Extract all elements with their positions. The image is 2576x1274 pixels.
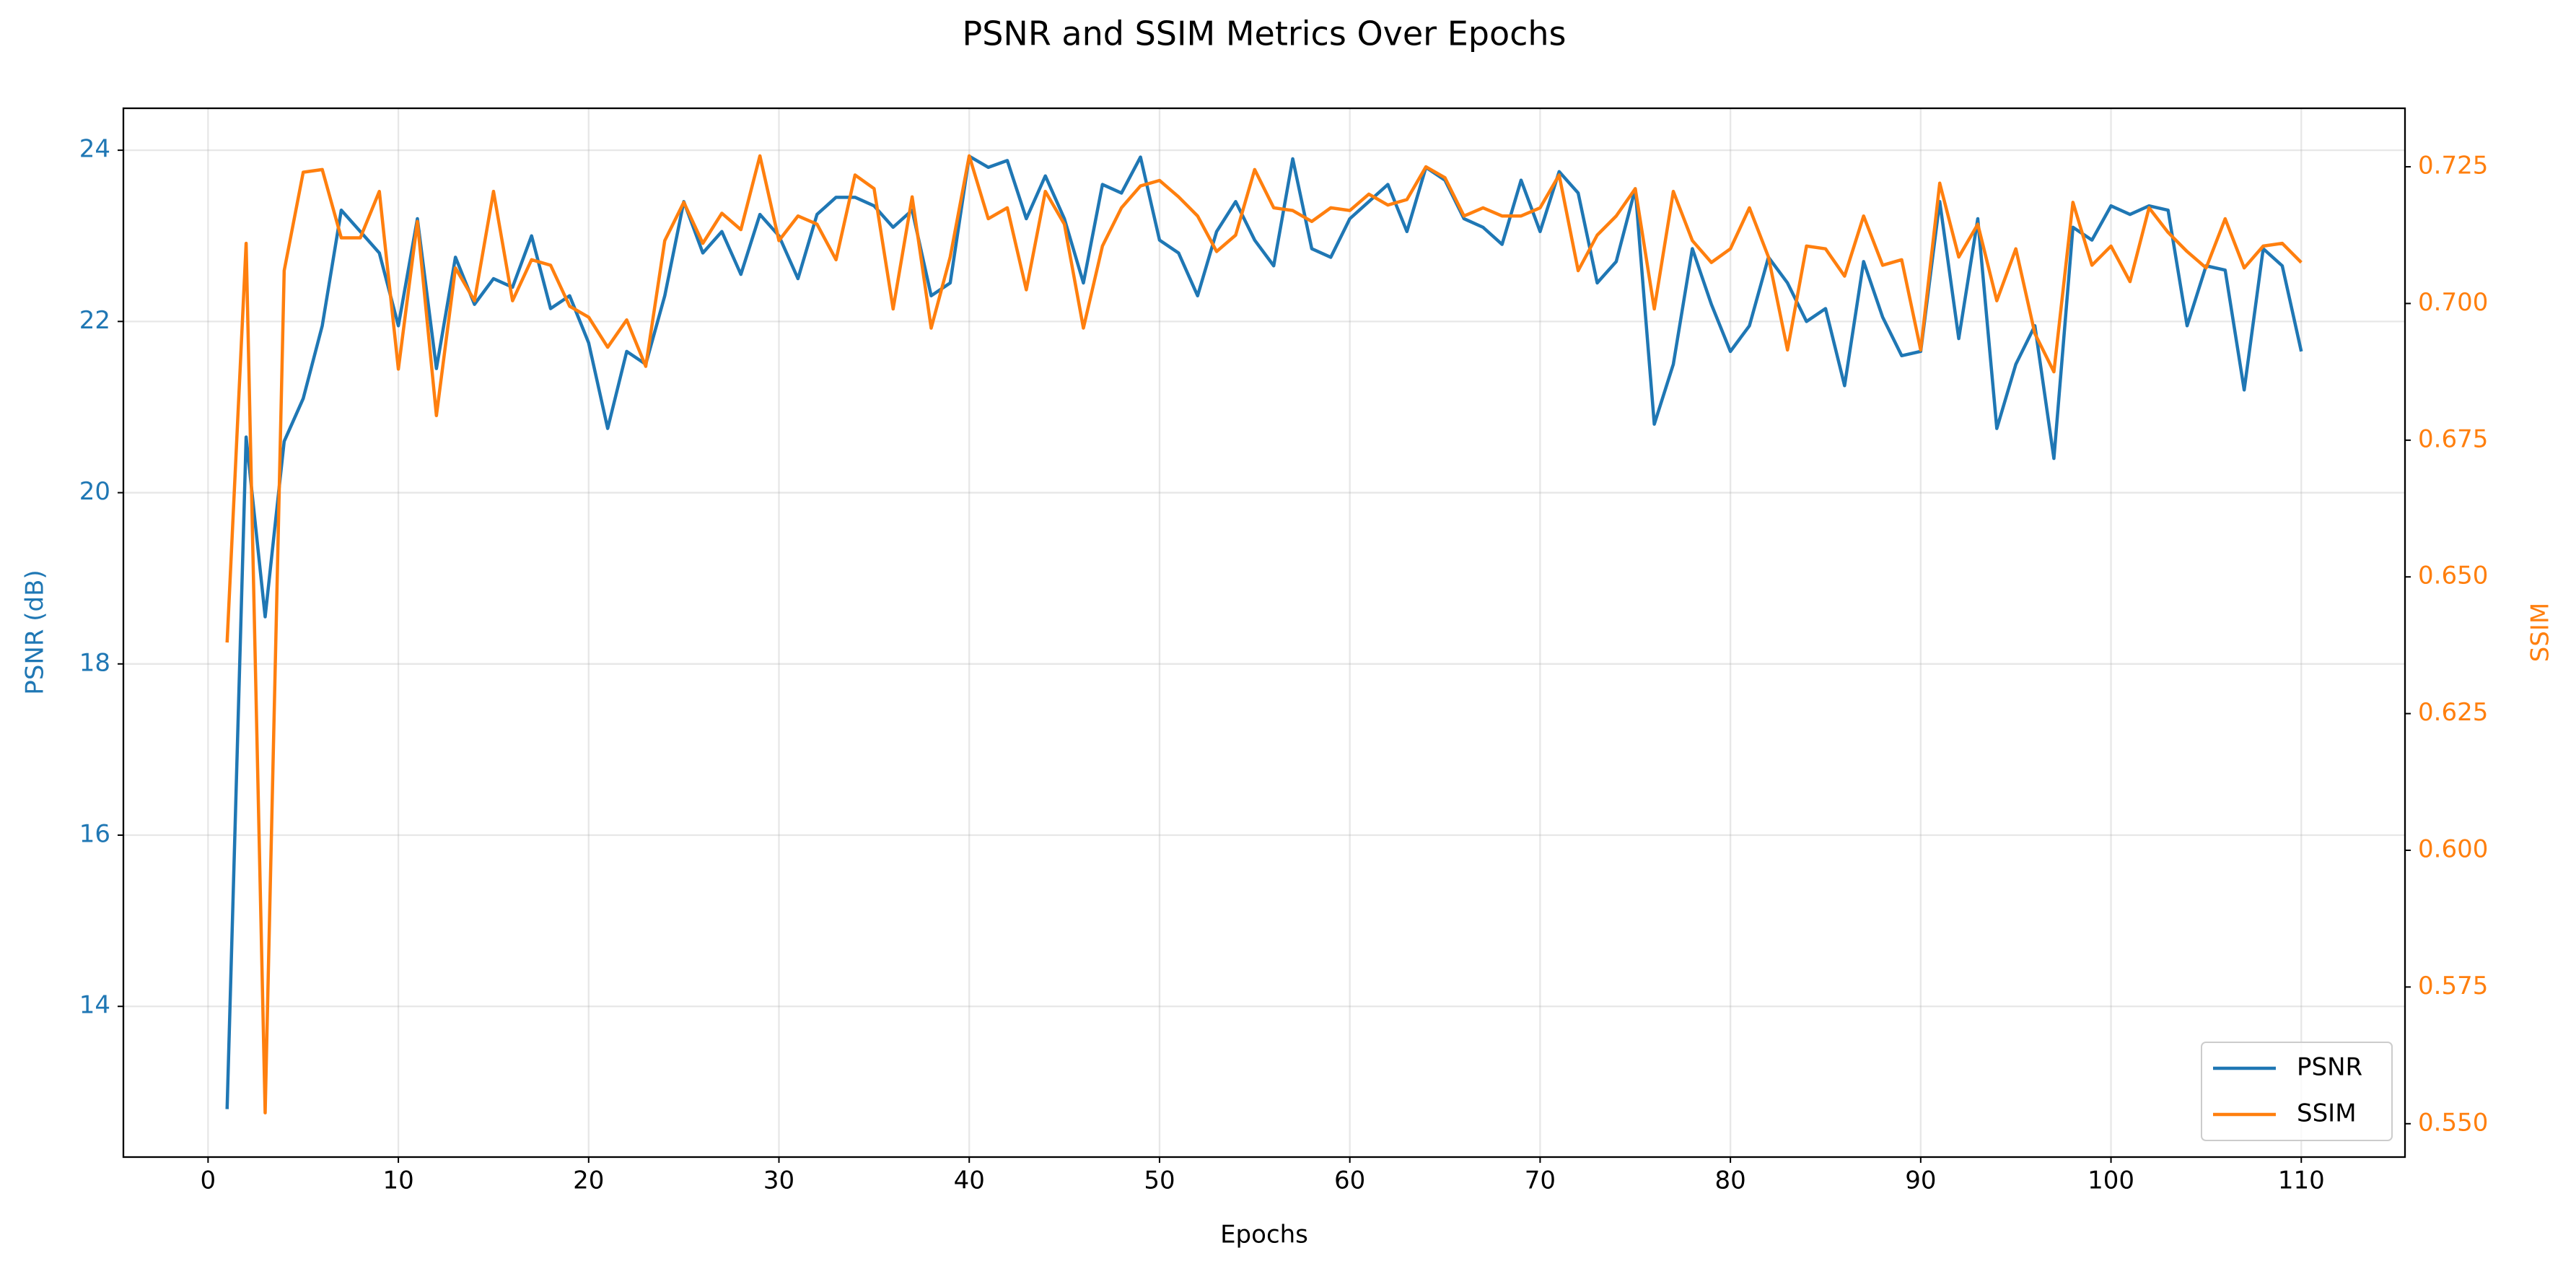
y2-tick-label: 0.650 xyxy=(2418,562,2488,590)
y2-tick-label: 0.700 xyxy=(2418,288,2488,317)
y2-tick-label: 0.625 xyxy=(2418,698,2488,727)
x-tick-label: 80 xyxy=(1714,1166,1745,1195)
y2-tick-label: 0.725 xyxy=(2418,152,2488,180)
x-tick-label: 60 xyxy=(1334,1166,1365,1195)
y-tick-label: 18 xyxy=(79,648,110,677)
x-tick-label: 100 xyxy=(2087,1166,2134,1195)
y-tick-label: 20 xyxy=(79,477,110,506)
x-tick-label: 30 xyxy=(763,1166,794,1195)
x-tick-label: 40 xyxy=(954,1166,985,1195)
x-tick-label: 110 xyxy=(2278,1166,2325,1195)
chart-title: PSNR and SSIM Metrics Over Epochs xyxy=(962,14,1566,53)
y-tick-label: 14 xyxy=(79,991,110,1020)
y2-tick-label: 0.600 xyxy=(2418,835,2488,864)
y2-tick-label: 0.675 xyxy=(2418,424,2488,453)
x-tick-label: 10 xyxy=(382,1166,413,1195)
y-tick-label: 16 xyxy=(79,820,110,849)
y2-tick-label: 0.550 xyxy=(2418,1108,2488,1137)
x-tick-label: 70 xyxy=(1525,1166,1556,1195)
y-axis-label: PSNR (dB) xyxy=(21,570,50,694)
x-tick-label: 20 xyxy=(573,1166,604,1195)
x-tick-label: 90 xyxy=(1905,1166,1936,1195)
series-line xyxy=(225,154,2303,1109)
legend-label: SSIM xyxy=(2297,1099,2357,1128)
y-tick-label: 24 xyxy=(79,135,110,164)
series-line xyxy=(225,154,2303,1114)
y2-axis-label: SSIM xyxy=(2526,603,2555,663)
x-tick-label: 50 xyxy=(1144,1166,1175,1195)
x-axis-label: Epochs xyxy=(1220,1221,1308,1249)
plot-frame xyxy=(122,107,2406,1159)
x-tick-label: 0 xyxy=(201,1166,216,1195)
legend-label: PSNR xyxy=(2297,1053,2362,1082)
y2-tick-label: 0.575 xyxy=(2418,972,2488,1000)
y-tick-label: 22 xyxy=(79,306,110,335)
